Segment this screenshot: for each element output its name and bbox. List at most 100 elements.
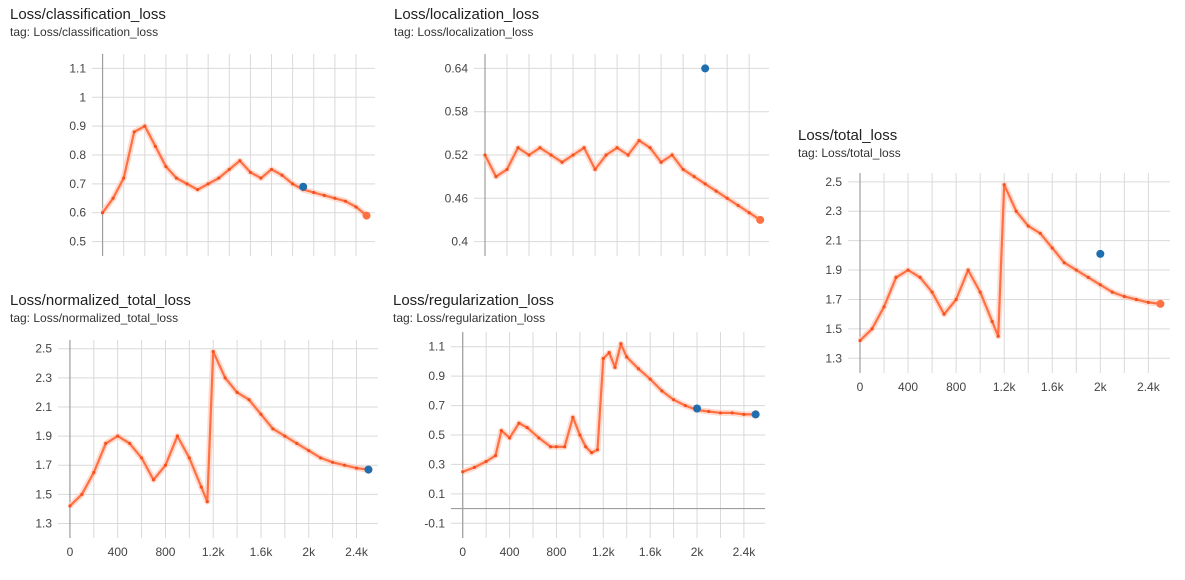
- data-point: [703, 182, 707, 186]
- data-point: [978, 290, 982, 294]
- hover-marker: [693, 404, 702, 413]
- data-point: [584, 445, 588, 449]
- data-point: [143, 124, 147, 128]
- data-point: [894, 275, 898, 280]
- series-end-marker: [1156, 299, 1165, 308]
- data-point: [589, 451, 594, 455]
- data-point: [205, 500, 209, 504]
- chart-card-regularization: Loss/regularization_loss tag: Loss/regul…: [393, 292, 773, 572]
- data-point: [554, 445, 559, 449]
- data-point: [1014, 209, 1018, 213]
- x-tick-label: 0: [67, 545, 74, 559]
- data-point: [271, 427, 275, 431]
- data-point: [128, 441, 132, 445]
- data-point: [930, 290, 934, 294]
- data-point: [174, 176, 179, 180]
- data-point: [595, 448, 600, 452]
- chart-plot: 0.5 0.6 0.7 0.8 0.9 1 1.1: [69, 54, 375, 256]
- y-tick-label: 1.5: [825, 322, 842, 336]
- data-point: [122, 176, 126, 180]
- data-point: [331, 460, 335, 464]
- data-point: [484, 459, 488, 464]
- x-tick-label: 1.6k: [1041, 380, 1065, 394]
- y-tick-label: 1.7: [825, 292, 842, 306]
- data-point: [626, 153, 630, 157]
- data-point: [307, 449, 311, 453]
- chart-tag: tag: Loss/total_loss: [798, 146, 901, 160]
- series-end-marker: [756, 215, 765, 224]
- data-point: [537, 436, 541, 440]
- data-point: [525, 426, 529, 430]
- data-point: [613, 365, 617, 369]
- data-point: [615, 146, 619, 150]
- x-tick-label: 2.4k: [345, 545, 369, 559]
- chart-plot: 1.3 1.5 1.7 1.9 2.1 2.3 2.5 0 400 800 1.2k 1.6k 2k 2.…: [35, 340, 378, 559]
- chart-plot: -0.1 0.1 0.3 0.5 0.7 0.9 1.1 0 400 800 1.2k 1.6k 2k 2…: [424, 332, 765, 559]
- y-tick-label: 0.46: [445, 191, 469, 205]
- hover-marker: [701, 64, 710, 73]
- y-tick-label: 2.3: [825, 204, 842, 218]
- hover-marker: [751, 410, 760, 419]
- x-tick-label: 2.4k: [733, 545, 757, 559]
- chart-title: Loss/normalized_total_loss: [10, 292, 191, 309]
- data-point: [882, 305, 886, 309]
- data-point: [1098, 283, 1102, 287]
- data-point: [312, 190, 316, 195]
- chart-card-normalized-total: Loss/normalized_total_loss tag: Loss/nor…: [10, 292, 382, 572]
- data-point: [354, 205, 358, 209]
- data-point: [1050, 246, 1054, 250]
- data-point: [672, 398, 676, 402]
- data-point: [571, 153, 575, 157]
- data-point: [248, 170, 252, 174]
- data-point: [206, 182, 210, 186]
- y-tick-label: 1.3: [35, 516, 52, 530]
- y-tick-label: 1.9: [825, 263, 842, 277]
- chart-card-localization: Loss/localization_loss tag: Loss/localiz…: [394, 6, 774, 261]
- data-point: [659, 160, 663, 164]
- data-point: [604, 153, 608, 157]
- data-point: [164, 164, 168, 169]
- data-point: [918, 275, 922, 280]
- y-tick-label: 0.8: [69, 148, 86, 162]
- data-point: [295, 441, 299, 445]
- data-point: [319, 456, 323, 460]
- data-point: [648, 146, 652, 150]
- data-point: [637, 138, 641, 143]
- data-point: [235, 390, 239, 395]
- y-tick-label: 1.1: [69, 61, 86, 75]
- data-point: [493, 454, 498, 458]
- series-raw-band: [67, 348, 369, 509]
- data-point: [461, 470, 465, 474]
- data-point: [472, 465, 477, 469]
- chart-tag: tag: Loss/classification_loss: [10, 25, 159, 39]
- x-tick-label: 400: [898, 380, 918, 394]
- data-point: [505, 167, 509, 172]
- series-line: [859, 183, 1161, 342]
- chart-card-total: Loss/total_loss tag: Loss/total_loss 1.3…: [798, 127, 1178, 407]
- data-point: [291, 182, 295, 186]
- chart-tag: tag: Loss/normalized_total_loss: [10, 311, 179, 325]
- data-point: [185, 182, 189, 186]
- data-point: [354, 466, 359, 470]
- x-tick-label: 1.2k: [202, 545, 226, 559]
- data-point: [187, 456, 191, 460]
- data-point: [718, 411, 723, 415]
- y-tick-label: 0.7: [428, 399, 445, 413]
- data-point: [725, 196, 729, 200]
- data-point: [132, 130, 136, 134]
- data-point: [151, 478, 156, 482]
- data-point: [247, 398, 251, 402]
- y-tick-label: 2.5: [825, 175, 842, 189]
- y-tick-label: 1.9: [35, 429, 52, 443]
- series-line: [101, 124, 368, 217]
- y-tick-label: 0.4: [451, 235, 468, 249]
- data-point: [494, 175, 498, 179]
- x-tick-label: 2k: [1094, 380, 1108, 394]
- y-tick-label: 0.7: [69, 177, 86, 191]
- data-point: [280, 173, 284, 177]
- y-tick-label: 0.58: [445, 105, 469, 119]
- data-point: [343, 199, 348, 203]
- data-point: [548, 445, 553, 449]
- y-tick-label: 0.5: [428, 428, 445, 442]
- x-tick-label: 0: [857, 380, 864, 394]
